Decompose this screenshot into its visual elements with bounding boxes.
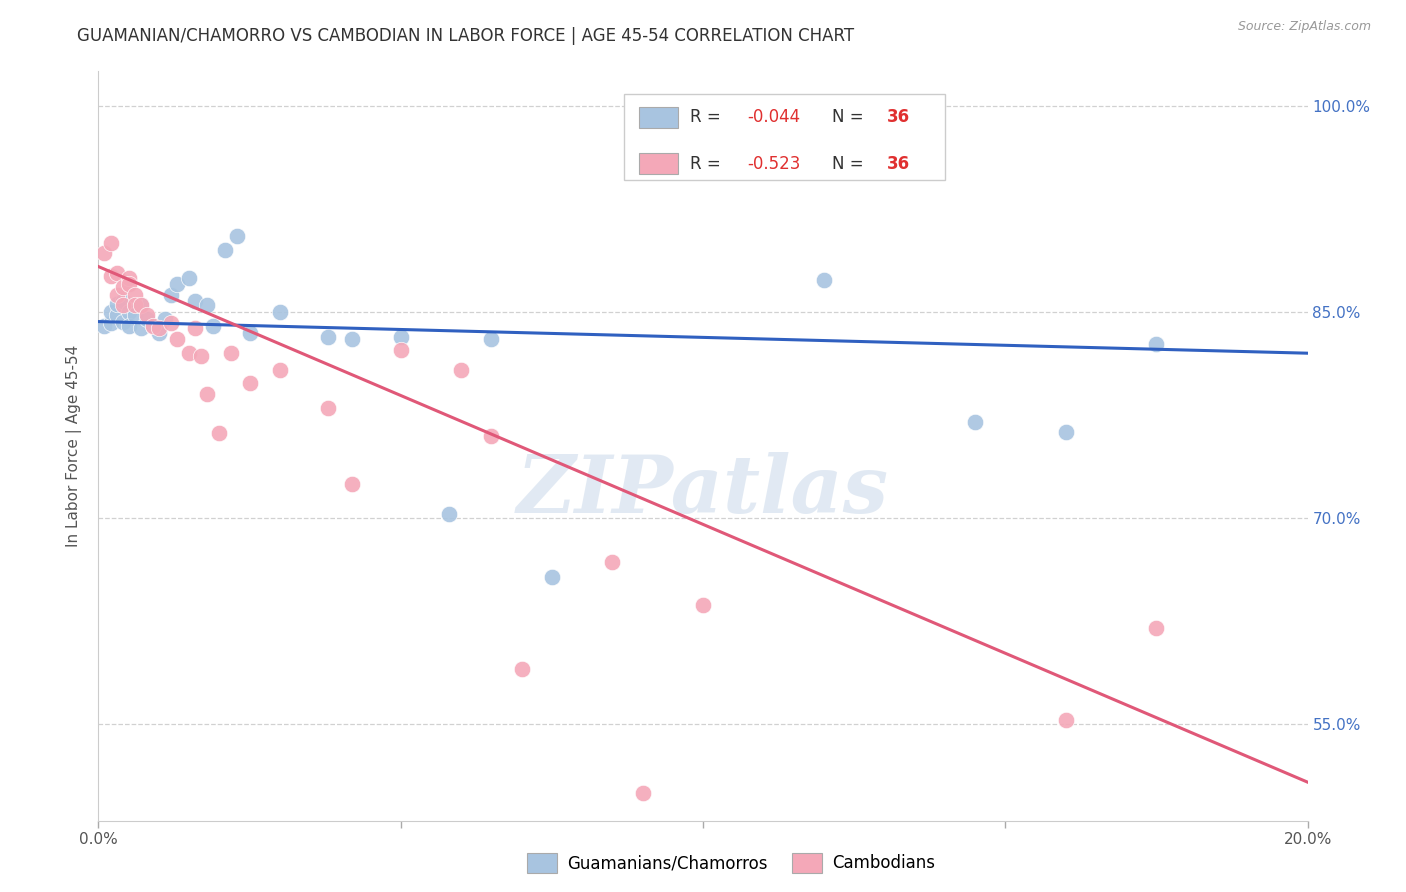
Point [111,280,134,294]
Text: R =: R = [690,108,725,126]
Bar [638,106,678,128]
Point [450,362,472,376]
Point [135,311,157,326]
Text: ZIPatlas: ZIPatlas [517,452,889,530]
Point [437,507,460,521]
Point [179,270,201,285]
Point [100,269,122,284]
Point [129,321,152,335]
Y-axis label: In Labor Force | Age 45-54: In Labor Force | Age 45-54 [66,345,83,547]
Text: N =: N = [832,154,869,172]
Text: R =: R = [690,154,725,172]
Point [316,401,339,416]
Point [1144,621,1167,635]
Point [195,387,218,401]
Point [118,305,141,319]
Point [1054,425,1077,439]
Point [389,343,412,358]
Point [239,326,262,340]
Point [389,329,412,343]
Text: N =: N = [832,108,869,126]
Point [135,308,157,322]
Point [179,346,201,360]
Point [100,305,122,319]
Point [269,305,291,319]
Point [166,277,188,292]
Point [118,318,141,333]
Bar [624,94,945,180]
Point [208,425,231,440]
Text: -0.523: -0.523 [748,154,801,172]
Point [221,346,243,360]
Point [239,376,262,391]
Point [540,570,562,584]
Point [160,316,183,330]
Point [129,298,152,312]
Point [93,245,115,260]
Point [481,428,503,442]
Point [965,415,987,429]
Point [1144,336,1167,351]
Point [105,267,128,281]
Point [166,333,188,347]
Point [184,293,207,308]
Point [195,298,218,312]
Point [93,318,115,333]
Point [111,315,134,329]
Point [160,288,183,302]
Point [813,273,835,287]
Point [105,296,128,310]
Point [481,333,503,347]
Text: -0.044: -0.044 [748,108,801,126]
Text: 36: 36 [887,154,910,172]
Point [602,555,624,569]
Point [342,476,364,491]
Point [111,298,134,312]
Point [100,316,122,330]
Point [142,318,165,333]
Point [510,662,533,676]
Point [111,293,134,308]
Text: 36: 36 [887,108,910,126]
Point [118,277,141,292]
Point [105,308,128,322]
Point [118,270,141,285]
Point [148,326,170,340]
Point [202,318,225,333]
Legend: Guamanians/Chamorros, Cambodians: Guamanians/Chamorros, Cambodians [520,847,942,880]
Point [1054,713,1077,727]
Point [692,598,714,612]
Bar [638,153,678,174]
Point [100,236,122,251]
Point [342,333,364,347]
Text: Source: ZipAtlas.com: Source: ZipAtlas.com [1237,20,1371,33]
Point [226,229,249,244]
Point [105,288,128,302]
Point [153,311,176,326]
Point [124,298,146,312]
Point [631,786,654,800]
Point [148,321,170,335]
Point [269,362,291,376]
Point [214,243,236,257]
Point [142,318,165,333]
Point [184,321,207,335]
Text: GUAMANIAN/CHAMORRO VS CAMBODIAN IN LABOR FORCE | AGE 45-54 CORRELATION CHART: GUAMANIAN/CHAMORRO VS CAMBODIAN IN LABOR… [77,27,855,45]
Point [124,288,146,302]
Point [124,308,146,322]
Point [190,349,212,363]
Point [129,298,152,312]
Point [316,329,339,343]
